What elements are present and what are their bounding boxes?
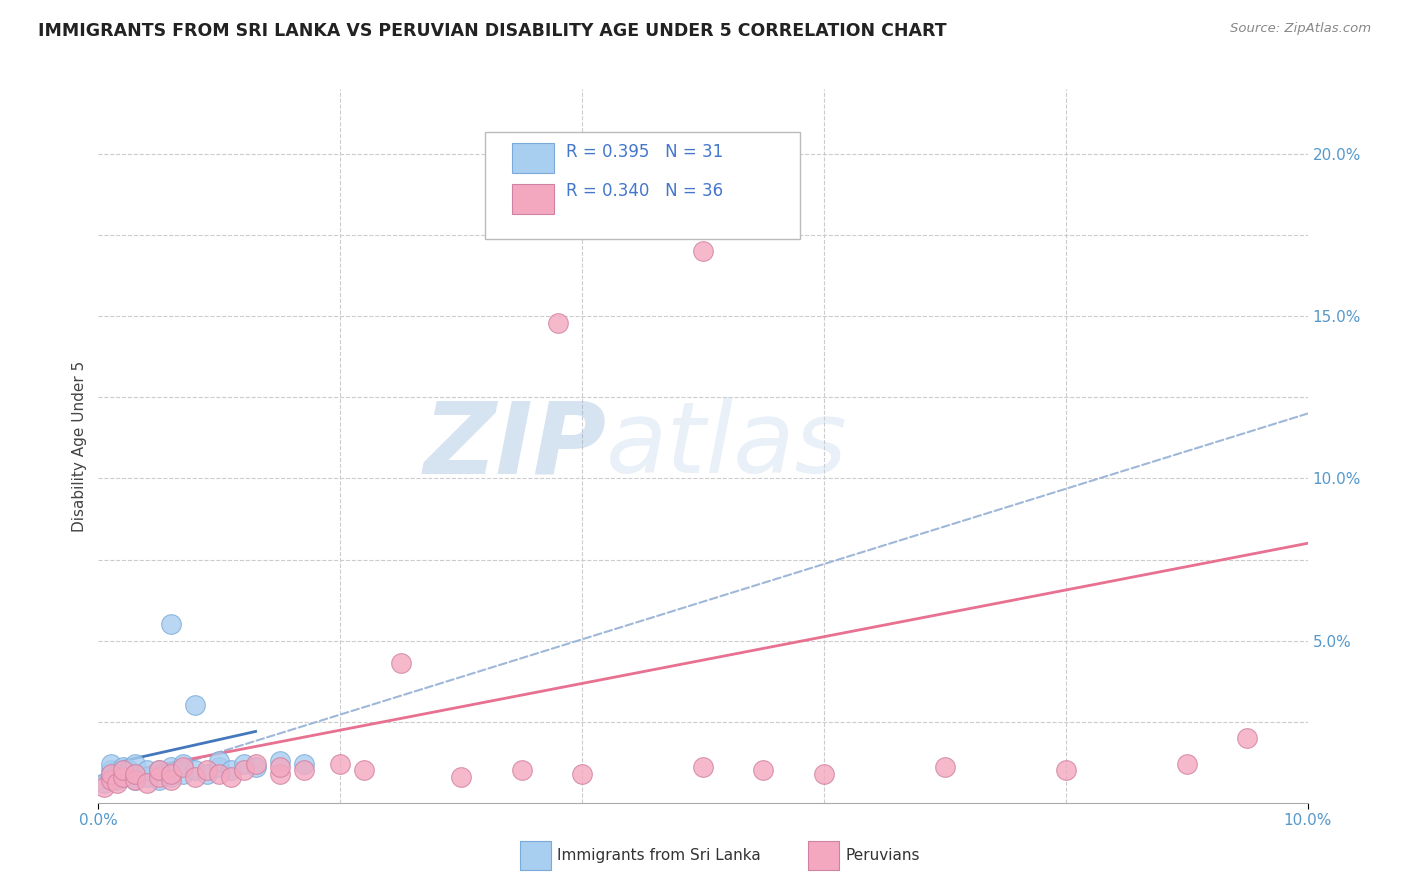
Point bbox=[232, 756, 254, 771]
Point bbox=[160, 773, 183, 788]
Point bbox=[124, 773, 146, 788]
Point bbox=[148, 764, 170, 778]
Point bbox=[184, 698, 207, 713]
FancyBboxPatch shape bbox=[512, 144, 554, 173]
Point bbox=[111, 770, 134, 784]
Text: atlas: atlas bbox=[606, 398, 848, 494]
Point bbox=[208, 766, 231, 780]
Point bbox=[135, 770, 157, 784]
Point bbox=[124, 773, 146, 788]
Point bbox=[124, 766, 146, 780]
Point bbox=[292, 756, 315, 771]
Point bbox=[329, 756, 352, 771]
Text: R = 0.395   N = 31: R = 0.395 N = 31 bbox=[567, 143, 724, 161]
Text: Source: ZipAtlas.com: Source: ZipAtlas.com bbox=[1230, 22, 1371, 36]
Point bbox=[208, 754, 231, 768]
Point bbox=[184, 764, 207, 778]
Point bbox=[245, 756, 267, 771]
Point bbox=[450, 770, 472, 784]
Point bbox=[172, 760, 194, 774]
Point bbox=[245, 760, 267, 774]
Point bbox=[221, 764, 243, 778]
Point bbox=[172, 756, 194, 771]
Point bbox=[292, 764, 315, 778]
Point bbox=[111, 764, 134, 778]
Point bbox=[93, 776, 115, 790]
Point bbox=[269, 760, 291, 774]
Point bbox=[118, 764, 141, 778]
FancyBboxPatch shape bbox=[485, 132, 800, 239]
Point bbox=[208, 760, 231, 774]
Point bbox=[160, 617, 183, 632]
Point bbox=[148, 770, 170, 784]
Point bbox=[135, 776, 157, 790]
Point bbox=[148, 764, 170, 778]
Point bbox=[547, 316, 569, 330]
Text: Peruvians: Peruvians bbox=[845, 848, 920, 863]
Point bbox=[1175, 756, 1198, 771]
Point bbox=[124, 756, 146, 771]
Text: IMMIGRANTS FROM SRI LANKA VS PERUVIAN DISABILITY AGE UNDER 5 CORRELATION CHART: IMMIGRANTS FROM SRI LANKA VS PERUVIAN DI… bbox=[38, 22, 946, 40]
Point bbox=[353, 764, 375, 778]
Point bbox=[269, 766, 291, 780]
Point bbox=[813, 766, 835, 780]
Point bbox=[692, 760, 714, 774]
Point bbox=[571, 766, 593, 780]
Point bbox=[389, 657, 412, 671]
Point bbox=[100, 756, 122, 771]
Point bbox=[160, 760, 183, 774]
FancyBboxPatch shape bbox=[512, 184, 554, 214]
Point bbox=[752, 764, 775, 778]
Point bbox=[111, 770, 134, 784]
Point bbox=[1054, 764, 1077, 778]
Point bbox=[160, 770, 183, 784]
Text: Immigrants from Sri Lanka: Immigrants from Sri Lanka bbox=[557, 848, 761, 863]
Point bbox=[93, 780, 115, 794]
Point bbox=[111, 760, 134, 774]
Point bbox=[269, 754, 291, 768]
Text: ZIP: ZIP bbox=[423, 398, 606, 494]
Point bbox=[148, 773, 170, 788]
Point bbox=[160, 766, 183, 780]
Point bbox=[100, 773, 122, 788]
Point bbox=[221, 770, 243, 784]
Point bbox=[510, 764, 533, 778]
Point bbox=[934, 760, 956, 774]
Point bbox=[184, 770, 207, 784]
Point bbox=[172, 766, 194, 780]
Point bbox=[692, 244, 714, 259]
Point bbox=[124, 766, 146, 780]
Y-axis label: Disability Age Under 5: Disability Age Under 5 bbox=[72, 360, 87, 532]
Text: R = 0.340   N = 36: R = 0.340 N = 36 bbox=[567, 182, 724, 200]
Point bbox=[100, 764, 122, 778]
Point bbox=[1236, 731, 1258, 745]
Point bbox=[105, 773, 128, 788]
Point bbox=[195, 764, 218, 778]
Point bbox=[135, 764, 157, 778]
Point bbox=[232, 764, 254, 778]
Point bbox=[105, 776, 128, 790]
Point bbox=[100, 766, 122, 780]
Point bbox=[100, 770, 122, 784]
Point bbox=[105, 766, 128, 780]
Point bbox=[195, 766, 218, 780]
